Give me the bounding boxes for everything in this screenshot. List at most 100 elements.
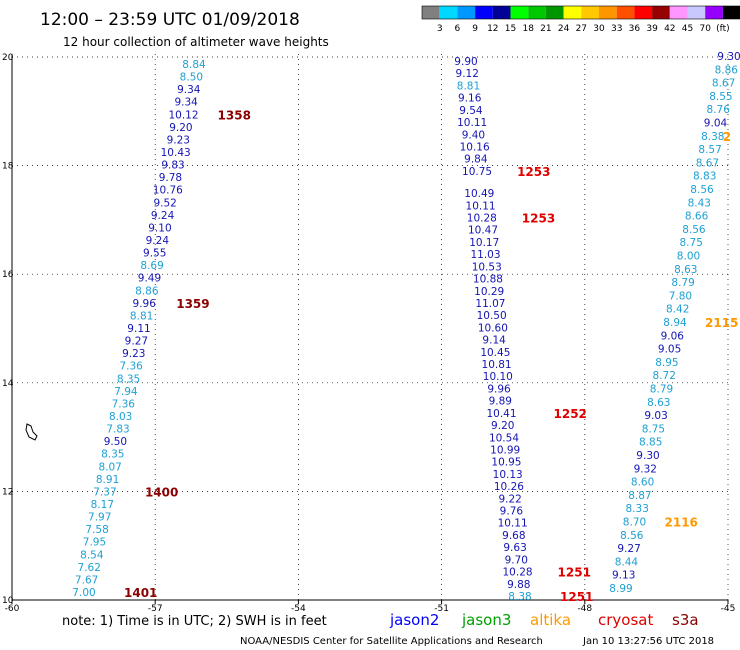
colorbar-swatch <box>705 6 723 19</box>
colorbar-swatch <box>492 6 511 19</box>
wave-height-value: 9.84 <box>464 154 488 166</box>
wave-height-value: 8.42 <box>666 304 689 316</box>
track-east: 9.308.868.678.558.769.048.388.578.678.83… <box>609 51 740 595</box>
x-tick-label: -54 <box>291 604 306 614</box>
wave-height-value: 10.11 <box>498 518 528 530</box>
wave-height-value: 9.23 <box>167 134 190 146</box>
wave-height-value: 8.38 <box>701 131 724 143</box>
satellite-legend-jason2: jason2 <box>389 611 439 629</box>
colorbar-swatch <box>422 6 440 19</box>
wave-height-value: 9.90 <box>454 56 477 68</box>
colorbar-swatch <box>457 6 476 19</box>
colorbar-swatch <box>599 6 617 19</box>
colorbar-label: 36 <box>629 24 641 34</box>
wave-height-value: 8.86 <box>135 285 159 297</box>
wave-height-value: 7.37 <box>93 486 116 498</box>
wave-height-value: 7.94 <box>114 386 138 398</box>
wave-height-value: 7.67 <box>75 574 98 586</box>
wave-height-value: 8.56 <box>690 184 714 196</box>
wave-height-value: 10.81 <box>482 359 512 371</box>
wave-height-value: 7.95 <box>83 537 106 549</box>
wave-height-value: 8.75 <box>642 423 665 435</box>
colorbar-swatch <box>545 6 564 19</box>
wave-height-value: 10.11 <box>457 117 487 129</box>
wave-height-value: 9.49 <box>138 273 161 285</box>
wave-height-value: 8.07 <box>98 461 121 473</box>
colorbar-swatch <box>669 6 688 19</box>
wave-height-value: 9.22 <box>498 493 521 505</box>
wave-height-value: 8.56 <box>620 530 644 542</box>
colorbar-swatch <box>528 6 546 19</box>
wave-height-value: 10.47 <box>468 225 498 237</box>
wave-height-value: 10.41 <box>486 408 516 420</box>
wave-height-value: 10.26 <box>494 481 524 493</box>
wave-height-value: 11.07 <box>475 298 505 310</box>
wave-height-value: 8.99 <box>609 583 632 595</box>
y-tick-label: 20 <box>2 53 14 63</box>
wave-height-value: 8.60 <box>631 477 654 489</box>
wave-height-value: 8.95 <box>655 357 678 369</box>
x-tick-label: -60 <box>5 604 20 614</box>
wave-height-value: 9.05 <box>658 344 681 356</box>
pass-time-label: 1401 <box>124 586 157 600</box>
colorbar-label: 42 <box>664 24 675 34</box>
x-tick-label: -51 <box>434 604 449 614</box>
wave-height-value: 9.10 <box>148 222 171 234</box>
wave-height-value: 9.83 <box>161 160 184 172</box>
wave-height-value: 8.75 <box>680 237 703 249</box>
wave-height-value: 8.72 <box>653 370 676 382</box>
wave-height-value: 10.75 <box>462 166 492 178</box>
wave-height-value: 8.79 <box>671 277 694 289</box>
wave-height-value: 9.30 <box>636 450 659 462</box>
wave-height-value: 8.33 <box>626 503 649 515</box>
wave-height-value: 8.56 <box>682 224 706 236</box>
satellite-legend-jason3: jason3 <box>461 611 511 629</box>
credit-text: NOAA/NESDIS Center for Satellite Applica… <box>240 636 543 647</box>
wave-height-value: 9.32 <box>634 463 657 475</box>
wave-height-value: 8.69 <box>140 260 163 272</box>
wave-height-value: 9.34 <box>177 84 201 96</box>
colorbar-label: 30 <box>593 24 605 34</box>
wave-height-value: 10.88 <box>473 274 503 286</box>
wave-height-value: 8.38 <box>508 591 531 603</box>
wave-height-value: 9.20 <box>491 420 514 432</box>
colorbar-label: 15 <box>505 24 516 34</box>
pass-time-label: 1253 <box>522 212 555 226</box>
wave-height-tracks: 8.848.509.349.3410.129.209.2310.439.839.… <box>72 51 740 604</box>
axes: -60 -57 -54 -51 -48 -45 20 18 16 14 12 10 <box>2 53 735 614</box>
lake-outline <box>25 423 38 441</box>
y-tick-label: 14 <box>2 379 14 389</box>
wave-height-value: 8.85 <box>639 437 662 449</box>
wave-height-value: 8.81 <box>457 80 480 92</box>
wave-height-value: 9.76 <box>500 506 524 518</box>
colorbar-swatch <box>510 6 529 19</box>
wave-height-value: 11.03 <box>470 249 500 261</box>
wave-height-value: 8.57 <box>698 144 721 156</box>
wave-height-value: 7.36 <box>119 361 143 373</box>
y-tick-label: 16 <box>2 270 14 280</box>
pass-time-label: 1251 <box>558 566 591 580</box>
colorbar-label: 45 <box>682 24 693 34</box>
x-tick-label: -57 <box>148 604 163 614</box>
chart-title: 12:00 – 23:59 UTC 01/09/2018 <box>40 10 300 30</box>
wave-height-value: 8.66 <box>685 211 709 223</box>
wave-height-value: 9.12 <box>456 68 479 80</box>
wave-height-value: 7.97 <box>88 512 111 524</box>
colorbar-swatch <box>634 6 653 19</box>
wave-height-value: 9.55 <box>143 248 166 260</box>
wave-height-value: 10.17 <box>469 237 499 249</box>
wave-height-value: 9.68 <box>502 530 525 542</box>
wave-height-value: 10.76 <box>153 185 183 197</box>
pass-time-label: 1253 <box>517 165 550 179</box>
wave-height-value: 8.35 <box>101 449 124 461</box>
x-tick-label: -48 <box>577 604 592 614</box>
colorbar-swatch <box>722 6 740 19</box>
pass-time-label: 1251 <box>560 590 593 604</box>
wave-height-value: 10.12 <box>168 109 198 121</box>
colorbar-swatch <box>475 6 493 19</box>
colorbar-legend: 3 6 9 12 15 18 21 24 27 30 33 36 39 42 45 70 (ft) <box>421 5 740 34</box>
wave-height-value: 7.62 <box>78 562 101 574</box>
wave-height-value: 8.00 <box>677 251 700 263</box>
wave-height-value: 8.63 <box>647 397 670 409</box>
